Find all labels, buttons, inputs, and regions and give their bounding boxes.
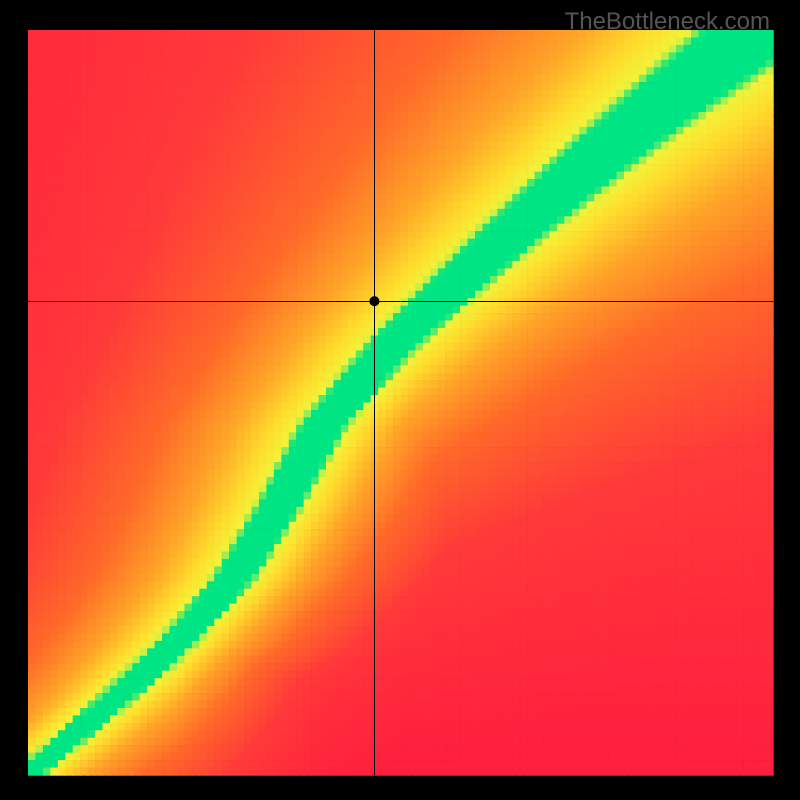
- chart-container: TheBottleneck.com: [0, 0, 800, 800]
- bottleneck-heatmap: [0, 0, 800, 800]
- watermark-text: TheBottleneck.com: [565, 8, 770, 36]
